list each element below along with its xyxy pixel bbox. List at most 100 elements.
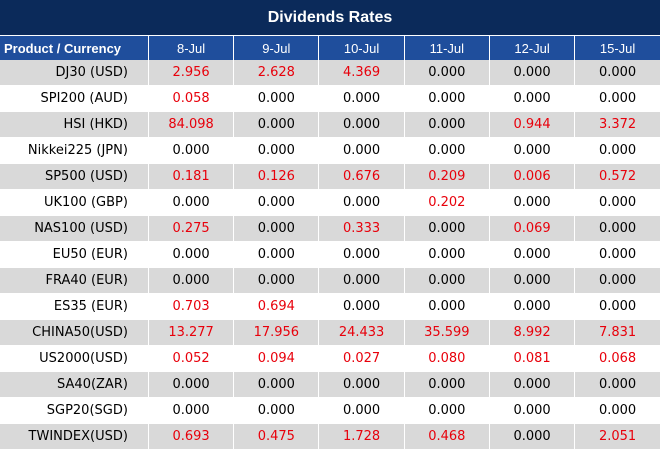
dividend-value-cell: 0.000	[404, 241, 490, 268]
table-row: CHINA50(USD) 13.277 17.956 24.433 35.599 8.99…	[0, 319, 660, 346]
table-row: FRA40 (EUR) 0.000 0.000 0.000 0.000 0.000 0.00…	[0, 267, 660, 294]
column-header-date: 10-Jul	[318, 36, 405, 60]
product-name-cell: UK100 (GBP)	[0, 189, 149, 216]
table-body: DJ30 (USD) 2.956 2.628 4.369 0.000 0.000 0.000…	[0, 60, 660, 450]
product-name-cell: SGP20(SGD)	[0, 397, 149, 424]
dividend-value-cell: 0.000	[404, 397, 490, 424]
dividend-value-cell: 0.000	[404, 85, 490, 112]
column-header-product: Product / Currency	[0, 36, 149, 60]
table-row: SP500 (USD) 0.181 0.126 0.676 0.209 0.006 0.57…	[0, 163, 660, 190]
dividend-value-cell: 0.006	[489, 163, 576, 190]
dividend-value-cell: 0.000	[318, 397, 405, 424]
header-row: Product / Currency 8-Jul 9-Jul 10-Jul 11…	[0, 36, 660, 60]
dividend-value-cell: 0.000	[404, 60, 490, 86]
dividend-value-cell: 0.000	[489, 189, 576, 216]
dividend-value-cell: 0.275	[148, 215, 235, 242]
dividend-value-cell: 4.369	[318, 60, 405, 86]
dividend-value-cell: 0.000	[233, 267, 320, 294]
dividend-value-cell: 2.628	[233, 60, 320, 86]
dividends-table: Product / Currency 8-Jul 9-Jul 10-Jul 11…	[0, 36, 660, 450]
dividend-value-cell: 13.277	[148, 319, 235, 346]
dividend-value-cell: 0.000	[233, 111, 320, 138]
dividend-value-cell: 8.992	[489, 319, 576, 346]
dividend-value-cell: 0.069	[489, 215, 576, 242]
product-name-cell: EU50 (EUR)	[0, 241, 149, 268]
table-row: SA40(ZAR) 0.000 0.000 0.000 0.000 0.000 0.000	[0, 371, 660, 398]
product-name-cell: FRA40 (EUR)	[0, 267, 149, 294]
dividend-value-cell: 0.000	[318, 137, 405, 164]
dividend-value-cell: 24.433	[318, 319, 405, 346]
dividend-value-cell: 0.000	[404, 293, 490, 320]
dividend-value-cell: 0.000	[233, 85, 320, 112]
product-name-cell: SP500 (USD)	[0, 163, 149, 190]
dividend-value-cell: 0.000	[489, 397, 576, 424]
dividend-value-cell: 0.000	[574, 371, 660, 398]
table-row: SPI200 (AUD) 0.058 0.000 0.000 0.000 0.000 0.0…	[0, 85, 660, 112]
dividend-value-cell: 0.000	[148, 267, 235, 294]
product-name-cell: SPI200 (AUD)	[0, 85, 149, 112]
dividend-value-cell: 0.202	[404, 189, 490, 216]
table-row: EU50 (EUR) 0.000 0.000 0.000 0.000 0.000 0.000	[0, 241, 660, 268]
table-row: NAS100 (USD) 0.275 0.000 0.333 0.000 0.069 0.0…	[0, 215, 660, 242]
dividend-value-cell: 0.000	[574, 60, 660, 86]
dividend-value-cell: 0.000	[318, 267, 405, 294]
product-name-cell: DJ30 (USD)	[0, 60, 149, 86]
dividend-value-cell: 0.944	[489, 111, 576, 138]
dividend-value-cell: 0.000	[574, 215, 660, 242]
dividend-value-cell: 0.468	[404, 423, 490, 450]
dividend-value-cell: 17.956	[233, 319, 320, 346]
dividend-value-cell: 0.000	[574, 293, 660, 320]
dividend-value-cell: 0.000	[148, 137, 235, 164]
dividend-value-cell: 0.333	[318, 215, 405, 242]
product-name-cell: HSI (HKD)	[0, 111, 149, 138]
table-row: TWINDEX(USD) 0.693 0.475 1.728 0.468 0.000 2.0…	[0, 423, 660, 450]
dividend-value-cell: 0.000	[489, 137, 576, 164]
dividend-value-cell: 0.000	[489, 423, 576, 450]
table-title: Dividends Rates	[0, 0, 660, 36]
dividend-value-cell: 0.000	[404, 215, 490, 242]
dividend-value-cell: 0.052	[148, 345, 235, 372]
dividend-value-cell: 0.000	[233, 241, 320, 268]
product-name-cell: NAS100 (USD)	[0, 215, 149, 242]
dividend-value-cell: 84.098	[148, 111, 235, 138]
table-row: Nikkei225 (JPN) 0.000 0.000 0.000 0.000 0.000…	[0, 137, 660, 164]
dividend-value-cell: 0.000	[148, 371, 235, 398]
dividend-value-cell: 0.000	[148, 189, 235, 216]
dividend-value-cell: 0.209	[404, 163, 490, 190]
dividend-value-cell: 7.831	[574, 319, 660, 346]
dividend-value-cell: 0.126	[233, 163, 320, 190]
column-header-date: 15-Jul	[574, 36, 660, 60]
product-name-cell: CHINA50(USD)	[0, 319, 149, 346]
dividend-value-cell: 0.000	[489, 371, 576, 398]
dividend-value-cell: 0.000	[489, 241, 576, 268]
product-name-cell: US2000(USD)	[0, 345, 149, 372]
dividend-value-cell: 0.000	[574, 267, 660, 294]
dividend-value-cell: 1.728	[318, 423, 405, 450]
dividend-value-cell: 0.000	[318, 189, 405, 216]
product-name-cell: ES35 (EUR)	[0, 293, 149, 320]
column-header-date: 8-Jul	[148, 36, 235, 60]
dividend-value-cell: 0.000	[404, 111, 490, 138]
dividend-value-cell: 0.000	[574, 137, 660, 164]
table-row: SGP20(SGD) 0.000 0.000 0.000 0.000 0.000 0.000	[0, 397, 660, 424]
dividend-value-cell: 0.676	[318, 163, 405, 190]
dividend-value-cell: 0.000	[574, 241, 660, 268]
dividend-value-cell: 0.000	[148, 241, 235, 268]
dividend-value-cell: 0.000	[489, 60, 576, 86]
dividend-value-cell: 0.693	[148, 423, 235, 450]
dividend-value-cell: 0.058	[148, 85, 235, 112]
dividend-value-cell: 2.956	[148, 60, 235, 86]
dividend-value-cell: 0.027	[318, 345, 405, 372]
dividend-value-cell: 0.000	[318, 371, 405, 398]
dividend-value-cell: 0.068	[574, 345, 660, 372]
column-header-date: 9-Jul	[233, 36, 320, 60]
table-row: ES35 (EUR) 0.703 0.694 0.000 0.000 0.000 0.000	[0, 293, 660, 320]
dividend-value-cell: 0.000	[574, 189, 660, 216]
dividend-value-cell: 0.181	[148, 163, 235, 190]
column-header-date: 11-Jul	[404, 36, 490, 60]
dividend-value-cell: 0.694	[233, 293, 320, 320]
dividend-value-cell: 0.000	[404, 371, 490, 398]
dividend-value-cell: 0.000	[318, 293, 405, 320]
dividend-value-cell: 0.000	[574, 85, 660, 112]
